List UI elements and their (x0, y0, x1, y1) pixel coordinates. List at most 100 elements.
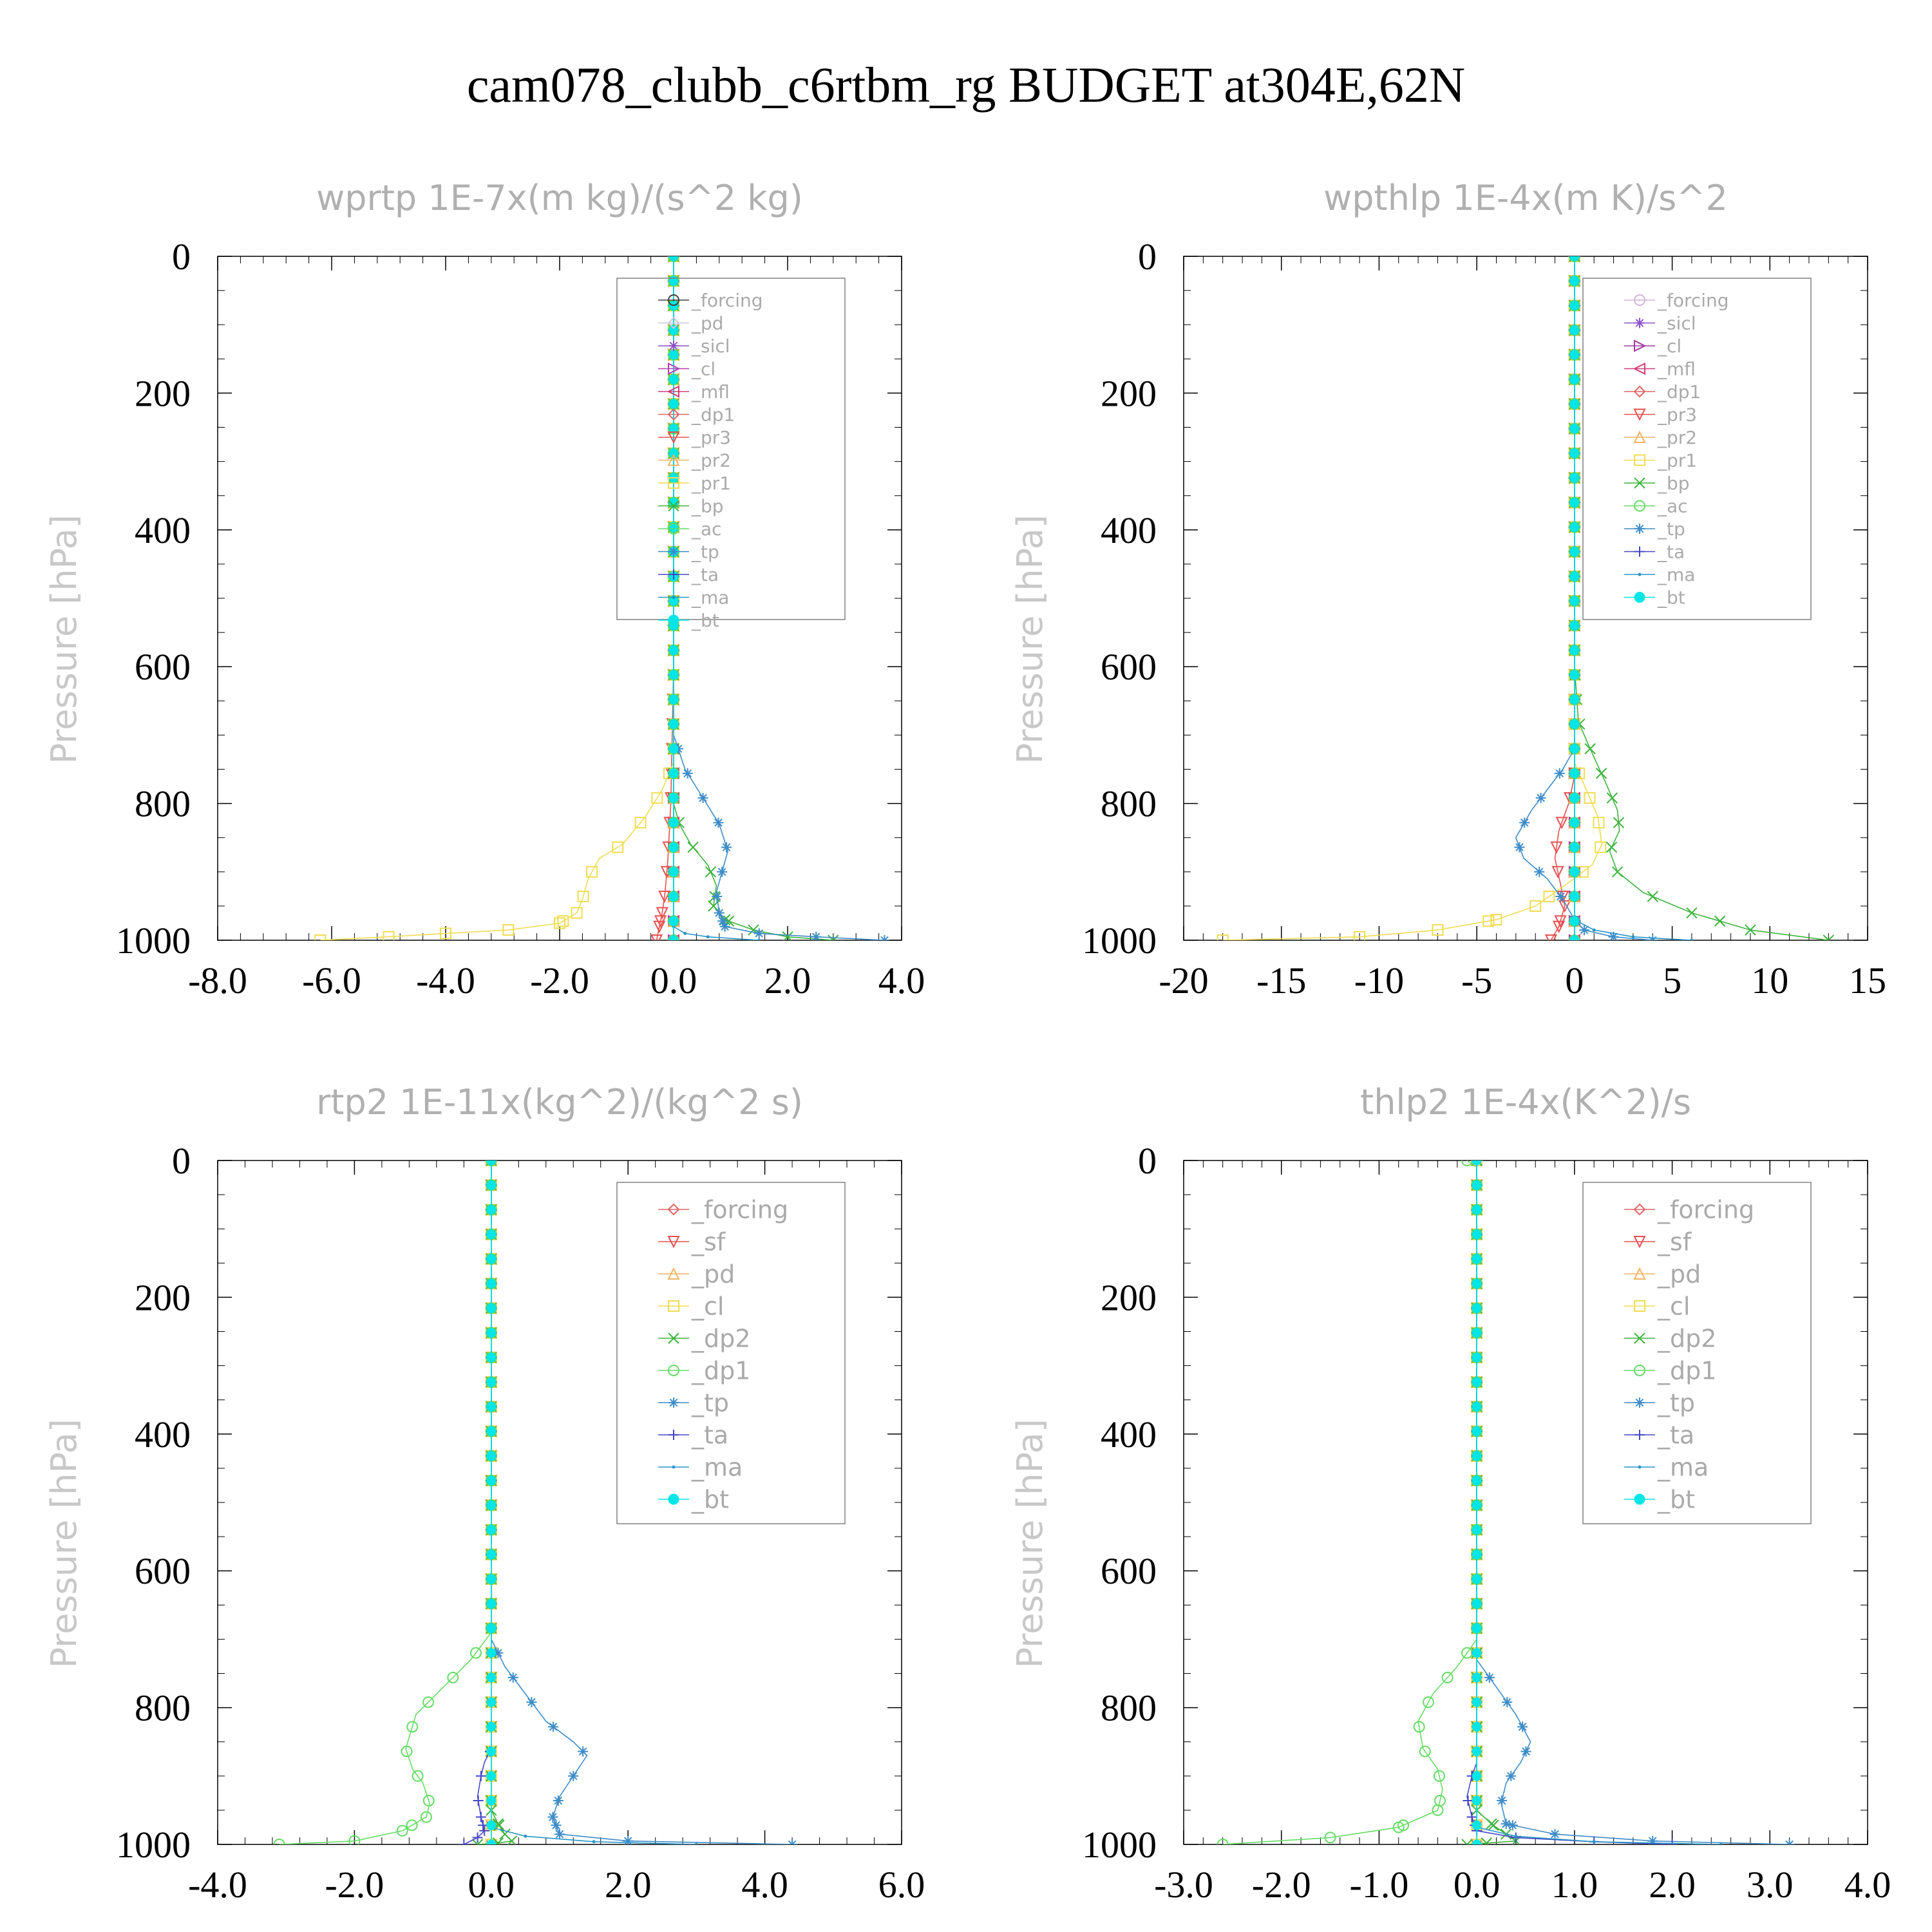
data-point (1472, 1721, 1482, 1732)
data-point (1584, 743, 1596, 755)
data-point (486, 1377, 497, 1387)
data-point (1647, 935, 1658, 940)
data-point (348, 1835, 361, 1844)
legend-marker (668, 1430, 679, 1440)
data-point (1569, 596, 1580, 606)
x-tick-label: 0.0 (650, 960, 697, 1001)
data-point (1472, 1839, 1482, 1844)
data-point (1569, 694, 1580, 705)
data-point (683, 931, 687, 935)
data-point (422, 1795, 435, 1807)
legend-label: _pd (691, 1260, 735, 1288)
data-point (1472, 1672, 1482, 1683)
legend-label: _ac (691, 518, 722, 540)
data-point (586, 866, 598, 878)
data-point (1569, 867, 1580, 877)
x-tick-label: 5 (1663, 960, 1681, 1001)
data-point (1484, 1672, 1495, 1683)
data-point (634, 817, 647, 829)
y-tick-label: 800 (1101, 783, 1157, 825)
legend-marker (668, 546, 679, 557)
data-point (401, 1745, 413, 1757)
legend-label: _pr1 (1657, 450, 1697, 471)
x-tick-label: 0.0 (1454, 1864, 1501, 1906)
data-point (694, 1842, 698, 1844)
data-point (1569, 448, 1580, 459)
series-layer (273, 1160, 798, 1844)
data-point (1552, 920, 1566, 933)
data-point (486, 1648, 497, 1658)
series-markers-bt (1569, 256, 1580, 940)
data-point (668, 645, 679, 656)
y-tick-label: 800 (1101, 1687, 1157, 1729)
legend-label: _pr1 (691, 473, 731, 494)
data-point (1569, 424, 1580, 434)
data-point (1550, 841, 1563, 854)
series-layer (1217, 1160, 1795, 1844)
legend-marker (667, 1267, 680, 1280)
legend-marker (1634, 339, 1647, 352)
legend-marker (667, 317, 680, 329)
legend-marker (668, 1332, 679, 1344)
data-point (1690, 938, 1694, 940)
legend-entry-sf: _sf (1624, 1227, 1692, 1256)
legend-marker (1634, 546, 1645, 557)
data-point (1569, 891, 1580, 902)
data-point (492, 1837, 504, 1844)
data-point (1579, 925, 1590, 936)
y-tick-label: 0 (172, 1140, 191, 1182)
data-point (486, 1352, 497, 1363)
data-point (1433, 1770, 1445, 1782)
legend-marker (668, 569, 679, 580)
legend-entry-forcing: _forcing (658, 1195, 788, 1224)
data-point (1520, 1746, 1531, 1757)
legend-label: _cl (691, 1292, 724, 1320)
legend-marker (672, 1465, 676, 1469)
data-point (396, 1824, 408, 1837)
data-point (1482, 915, 1495, 927)
data-point (1569, 473, 1580, 483)
legend-marker (1634, 454, 1645, 466)
data-point (1392, 1821, 1405, 1833)
data-point (668, 694, 679, 705)
data-point (1608, 931, 1619, 940)
legend-label: _ta (1657, 1421, 1694, 1449)
legend-entry-pd: _pd (658, 1260, 735, 1288)
data-point (1472, 1500, 1482, 1510)
data-point (1569, 645, 1580, 656)
y-tick-label: 600 (135, 1550, 191, 1592)
data-point (486, 1500, 497, 1510)
legend-marker (1634, 1300, 1645, 1312)
legend-entry-pr3: _pr3 (658, 427, 731, 448)
data-point (1569, 935, 1580, 940)
series-markers-bt (1472, 1160, 1482, 1844)
data-point (383, 931, 395, 940)
data-point (1549, 1829, 1560, 1840)
data-point (554, 1829, 565, 1840)
legend-label: _bt (1657, 587, 1685, 608)
y-tick-label: 600 (1101, 646, 1157, 688)
legend-label: _sicl (691, 336, 730, 357)
legend-label: _dp1 (1657, 1356, 1716, 1385)
data-point (1592, 1840, 1596, 1844)
data-point (577, 891, 589, 903)
legend-entry-bt: _bt (1624, 1485, 1695, 1513)
legend-label: _dp1 (1657, 381, 1701, 402)
data-point (1569, 719, 1580, 729)
x-tick-label: 2.0 (605, 1864, 652, 1906)
legend-marker (1634, 1332, 1645, 1344)
x-tick-label: -15 (1256, 960, 1306, 1001)
legend-marker (1633, 362, 1645, 375)
legend-label: _tp (691, 1388, 729, 1417)
data-point (1569, 256, 1580, 261)
data-point (1461, 1160, 1473, 1166)
data-point (1569, 497, 1580, 507)
chart-panel-4: thlp2 1E-4x(K^2)/s Pressure [hPa] -3.0 -2.0… (1010, 1082, 1891, 1906)
data-point (1481, 1837, 1493, 1844)
legend-label: _cl (1657, 336, 1681, 357)
series-layer (1217, 256, 1835, 940)
series-line-pr1 (1222, 256, 1603, 940)
panel-title: wpthlp 1E-4x(m K)/s^2 (1323, 178, 1728, 218)
data-point (1569, 547, 1580, 557)
legend-marker (1634, 500, 1645, 512)
